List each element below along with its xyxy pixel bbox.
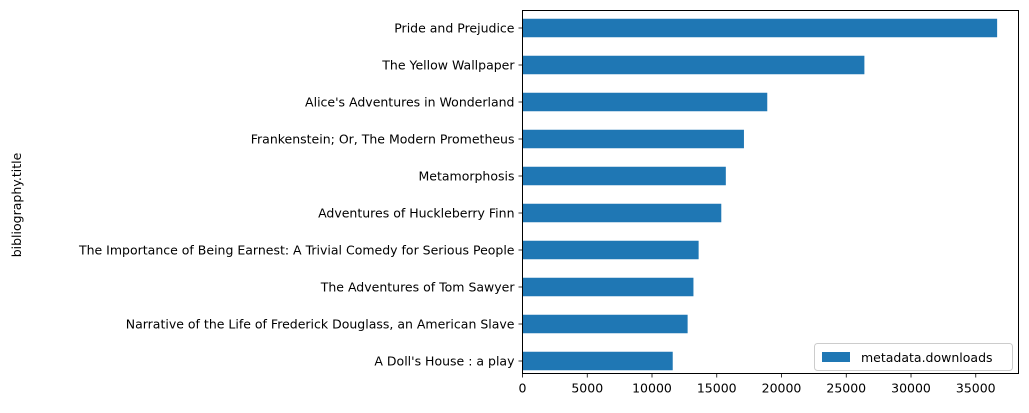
x-tick-label: 35000: [956, 381, 996, 396]
bar: [522, 129, 744, 149]
x-tick-group: 0 5000 10000 15000 20000 25000 30000 35000: [519, 373, 996, 396]
y-tick-label: A Doll's House : a play: [374, 354, 515, 369]
legend-label: metadata.downloads: [861, 350, 993, 365]
bar: [522, 314, 688, 334]
bar: [522, 18, 998, 38]
y-tick-label: Alice's Adventures in Wonderland: [305, 95, 514, 110]
y-tick-label: The Adventures of Tom Sawyer: [320, 280, 516, 295]
y-tick-label: Pride and Prejudice: [394, 21, 515, 36]
legend-swatch: [822, 352, 850, 362]
x-tick-label: 30000: [891, 381, 931, 396]
bar: [522, 55, 865, 75]
y-tick-label: The Yellow Wallpaper: [381, 58, 515, 73]
y-tick-label: Narrative of the Life of Frederick Dougl…: [126, 317, 515, 332]
bar: [522, 240, 699, 260]
bars-group: [522, 18, 998, 371]
y-tick-group: Pride and Prejudice The Yellow Wallpaper A…: [78, 21, 523, 369]
x-tick-label: 25000: [826, 381, 866, 396]
x-tick-label: 5000: [571, 381, 603, 396]
x-tick-label: 15000: [697, 381, 737, 396]
y-tick-label: The Importance of Being Earnest: A Trivi…: [78, 243, 515, 258]
y-tick-label: Frankenstein; Or, The Modern Prometheus: [251, 132, 515, 147]
bar: [522, 277, 694, 297]
bar: [522, 166, 726, 186]
legend: metadata.downloads: [814, 343, 1013, 371]
plot-frame: [522, 10, 1019, 374]
y-tick-label: Adventures of Huckleberry Finn: [318, 206, 514, 221]
x-tick-label: 10000: [632, 381, 672, 396]
x-tick-label: 0: [519, 381, 527, 396]
bar: [522, 92, 768, 112]
legend-box: [814, 343, 1013, 371]
y-axis-label: bibliography.title: [9, 152, 24, 257]
y-tick-label: Metamorphosis: [418, 169, 514, 184]
bar: [522, 351, 673, 371]
x-tick-label: 20000: [762, 381, 802, 396]
bar: [522, 203, 722, 223]
